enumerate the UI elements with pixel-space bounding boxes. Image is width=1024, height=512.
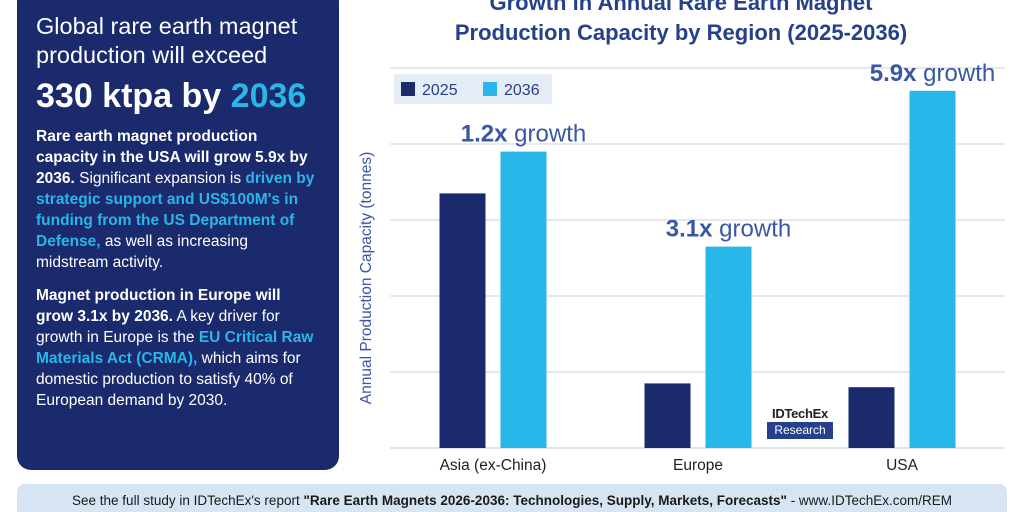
legend-label-2025: 2025 <box>422 82 458 99</box>
panel-headline: Global rare earth magnet production will… <box>36 13 298 68</box>
legend-swatch-2036 <box>483 82 497 96</box>
bar-2036-0 <box>500 151 547 448</box>
growth-word: growth <box>917 60 996 87</box>
bar-2025-0 <box>439 193 486 448</box>
bar-2025-2 <box>848 387 895 448</box>
category-label: Europe <box>673 457 723 474</box>
europe-paragraph: Magnet production in Europe will grow 3.… <box>36 285 321 411</box>
panel-big-stat: 330 ktpa by 2036 <box>36 76 321 116</box>
usa-para-bold: Rare earth magnet production capacity in… <box>36 128 308 187</box>
logo-top-text: IDTechEx <box>772 406 828 421</box>
usa-para-text: Significant expansion is <box>74 170 246 187</box>
europe-para-text: A key driver for growth in Europe is the <box>36 308 280 346</box>
bar-chart: Annual Production Capacity (tonnes) 2025 2… <box>358 60 1005 474</box>
europe-para-end: which aims for domestic production to sa… <box>36 350 301 409</box>
growth-multiplier: 5.9x <box>870 60 917 87</box>
usa-para-highlight: driven by strategic support and US$100M'… <box>36 170 315 250</box>
europe-para-highlight: EU Critical Raw Materials Act (CRMA), <box>36 329 314 367</box>
info-panel: Global rare earth magnet production will… <box>17 0 339 470</box>
legend-box <box>394 74 552 104</box>
usa-paragraph: Rare earth magnet production capacity in… <box>36 126 321 273</box>
chart-title: Growth in Annual Rare Earth Magnet Produ… <box>372 0 990 48</box>
europe-para-bold: Magnet production in Europe will grow 3.… <box>36 287 281 325</box>
growth-annotation: 3.1x growth <box>666 216 791 243</box>
big-stat-year: 2036 <box>230 77 307 115</box>
growth-annotation: 5.9x growth <box>870 60 995 87</box>
idtechex-logo: IDTechEx Research <box>767 405 833 439</box>
chart-title-line2: Production Capacity by Region (2025-2036… <box>454 20 908 45</box>
growth-multiplier: 1.2x <box>461 121 508 148</box>
bar-2036-2 <box>909 90 956 449</box>
growth-word: growth <box>713 216 792 243</box>
growth-annotation: 1.2x growth <box>461 121 586 148</box>
footer-prefix: See the full study in IDTechEx's report <box>72 493 304 508</box>
logo-bottom-text: Research <box>767 422 833 439</box>
legend-label-2036: 2036 <box>504 82 540 99</box>
legend-swatch-2025 <box>401 82 415 96</box>
footer-report-title: "Rare Earth Magnets 2026-2036: Technolog… <box>303 493 787 508</box>
footer-link[interactable]: - www.IDTechEx.com/REM <box>786 493 952 508</box>
chart-title-line1: Growth in Annual Rare Earth Magnet <box>489 0 873 15</box>
category-label: USA <box>886 457 919 474</box>
usa-para-end: as well as increasing midstream activity… <box>36 233 248 271</box>
growth-word: growth <box>508 121 587 148</box>
growth-multiplier: 3.1x <box>666 216 713 243</box>
big-stat-prefix: 330 ktpa by <box>36 77 231 115</box>
footer-banner: See the full study in IDTechEx's report … <box>17 484 1007 512</box>
bar-2036-1 <box>705 246 752 448</box>
bar-2025-1 <box>644 383 691 448</box>
category-label: Asia (ex-China) <box>440 457 547 474</box>
y-axis-label: Annual Production Capacity (tonnes) <box>358 152 375 404</box>
